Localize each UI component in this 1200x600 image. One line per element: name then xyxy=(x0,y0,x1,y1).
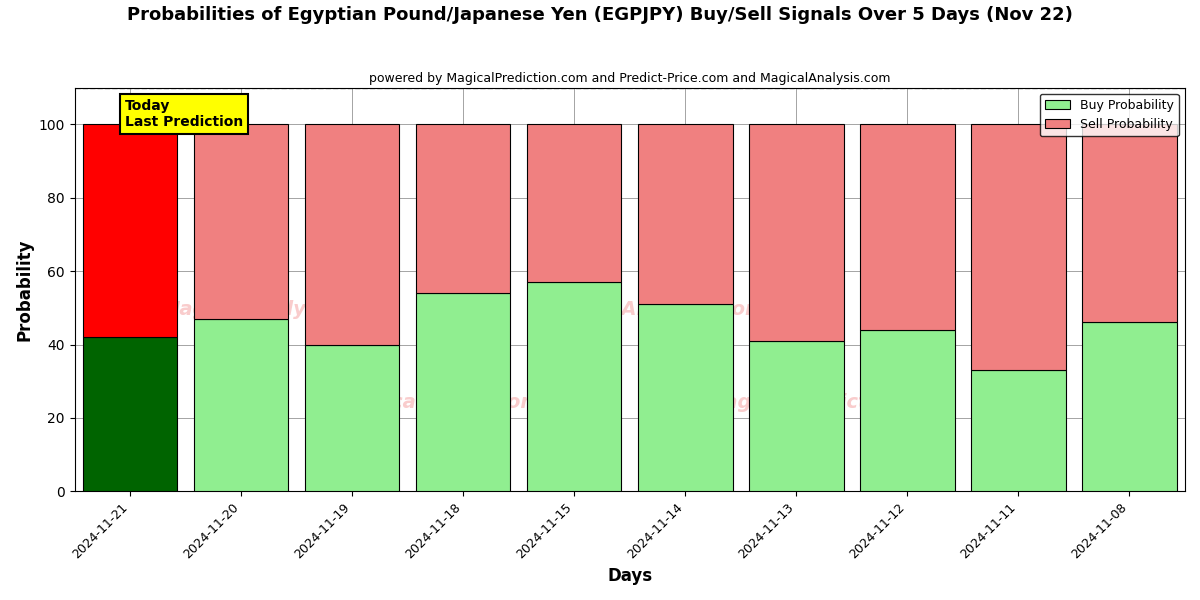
Bar xyxy=(971,124,1066,370)
Text: MagicalPrediction.com: MagicalPrediction.com xyxy=(338,393,588,412)
Bar xyxy=(83,124,178,337)
Text: MagicalAnalysis.com: MagicalAnalysis.com xyxy=(161,300,389,319)
Bar xyxy=(194,124,288,319)
X-axis label: Days: Days xyxy=(607,567,653,585)
Bar xyxy=(305,124,400,344)
Text: Today
Last Prediction: Today Last Prediction xyxy=(125,98,242,129)
Bar xyxy=(1082,322,1177,491)
Bar xyxy=(83,337,178,491)
Bar xyxy=(1082,124,1177,322)
Bar xyxy=(638,124,732,304)
Text: MagicalPrediction.com: MagicalPrediction.com xyxy=(706,393,954,412)
Legend: Buy Probability, Sell Probability: Buy Probability, Sell Probability xyxy=(1040,94,1178,136)
Bar xyxy=(416,124,510,293)
Text: MagicalAnalysis.com: MagicalAnalysis.com xyxy=(538,300,767,319)
Bar xyxy=(527,282,622,491)
Bar xyxy=(860,124,955,330)
Bar xyxy=(305,344,400,491)
Bar xyxy=(416,293,510,491)
Bar xyxy=(527,124,622,282)
Bar xyxy=(749,341,844,491)
Bar xyxy=(638,304,732,491)
Bar xyxy=(749,124,844,341)
Title: powered by MagicalPrediction.com and Predict-Price.com and MagicalAnalysis.com: powered by MagicalPrediction.com and Pre… xyxy=(370,72,890,85)
Bar xyxy=(194,319,288,491)
Bar xyxy=(971,370,1066,491)
Text: Probabilities of Egyptian Pound/Japanese Yen (EGPJPY) Buy/Sell Signals Over 5 Da: Probabilities of Egyptian Pound/Japanese… xyxy=(127,6,1073,24)
Bar xyxy=(860,330,955,491)
Y-axis label: Probability: Probability xyxy=(16,238,34,341)
